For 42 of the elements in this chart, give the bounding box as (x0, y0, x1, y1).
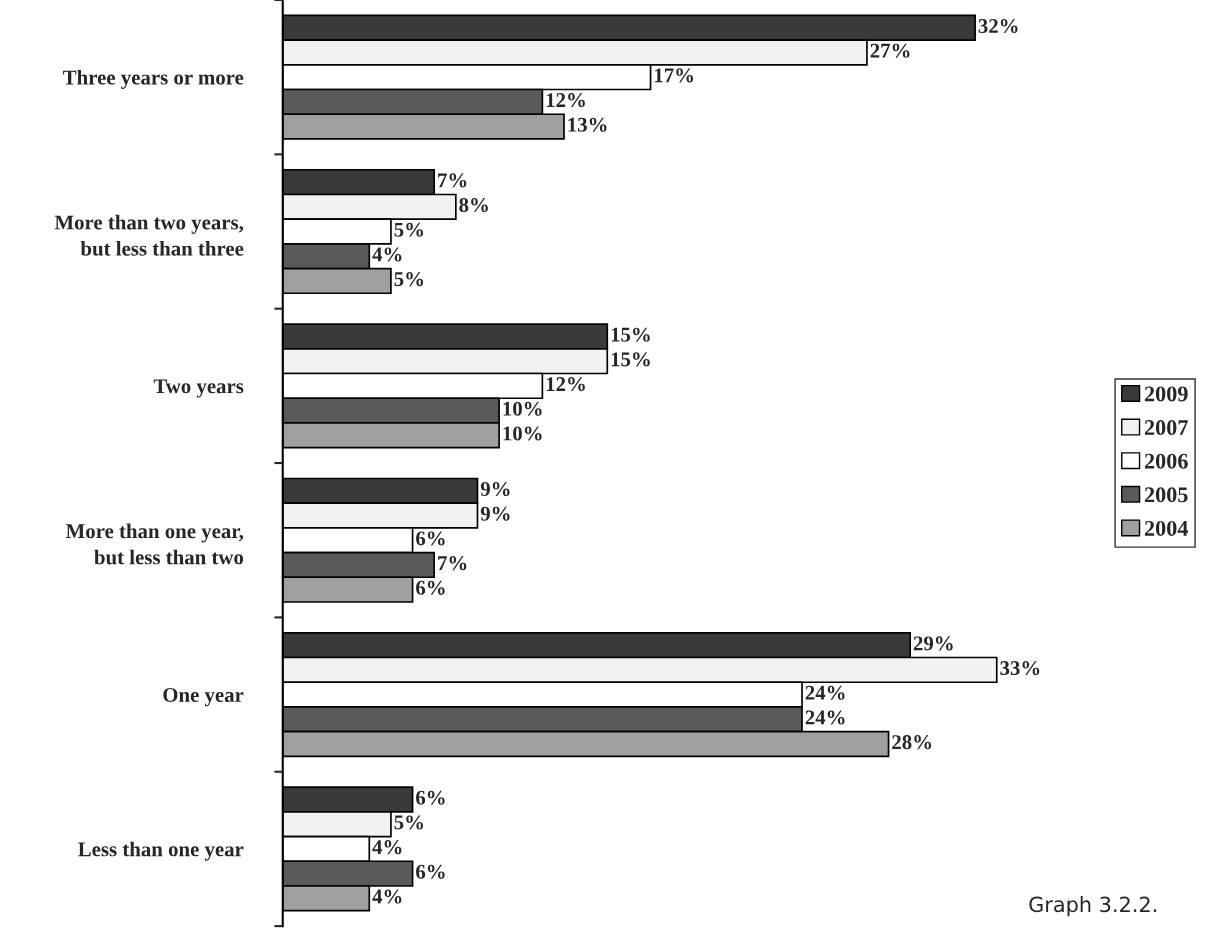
y-tick-label: Less than one year (78, 841, 244, 861)
data-label: 32% (978, 18, 1018, 34)
data-label: 6% (416, 580, 445, 595)
data-label: 10% (503, 401, 542, 416)
y-tick-label: More than two years, but less than three (54, 214, 244, 256)
data-label: 7% (438, 173, 467, 188)
y-tick-label: One year (163, 687, 244, 707)
data-label: 4% (372, 840, 402, 855)
data-label: 4% (372, 889, 402, 904)
legend-label: 2007 (1144, 420, 1188, 436)
y-tick-label: More than one year, but less than two (65, 523, 244, 565)
data-label: 6% (416, 790, 445, 805)
data-label: 33% (1000, 661, 1040, 676)
data-label: 15% (611, 352, 650, 367)
data-label: 15% (611, 327, 650, 342)
legend-label: 2004 (1144, 520, 1189, 536)
data-label: 5% (394, 272, 423, 287)
legend-label: 2006 (1144, 453, 1188, 469)
data-label: 24% (805, 710, 845, 725)
y-tick-label: Three years or more (63, 69, 244, 89)
data-label: 4% (372, 247, 402, 262)
data-label: 10% (503, 426, 542, 441)
data-label: 12% (546, 377, 585, 392)
data-label: 27% (870, 43, 910, 58)
data-label: 8% (459, 197, 488, 213)
legend-label: 2009 (1144, 386, 1188, 402)
data-label: 12% (546, 93, 585, 108)
data-label: 6% (416, 864, 445, 879)
data-label: 7% (438, 556, 467, 571)
caption: Graph 3.2.2. (1029, 896, 1157, 917)
data-label: 5% (394, 815, 423, 830)
data-label: 9% (480, 506, 510, 521)
data-label: 5% (394, 222, 423, 237)
data-label: 28% (892, 735, 932, 750)
data-label: 29% (913, 636, 953, 651)
data-label: 13% (568, 117, 607, 132)
y-tick-label: Two years (153, 379, 244, 398)
data-label: 6% (416, 531, 445, 546)
data-label: 17% (655, 68, 694, 83)
data-label: 24% (805, 685, 845, 700)
data-label: 9% (480, 481, 510, 497)
legend-label: 2005 (1144, 487, 1188, 503)
